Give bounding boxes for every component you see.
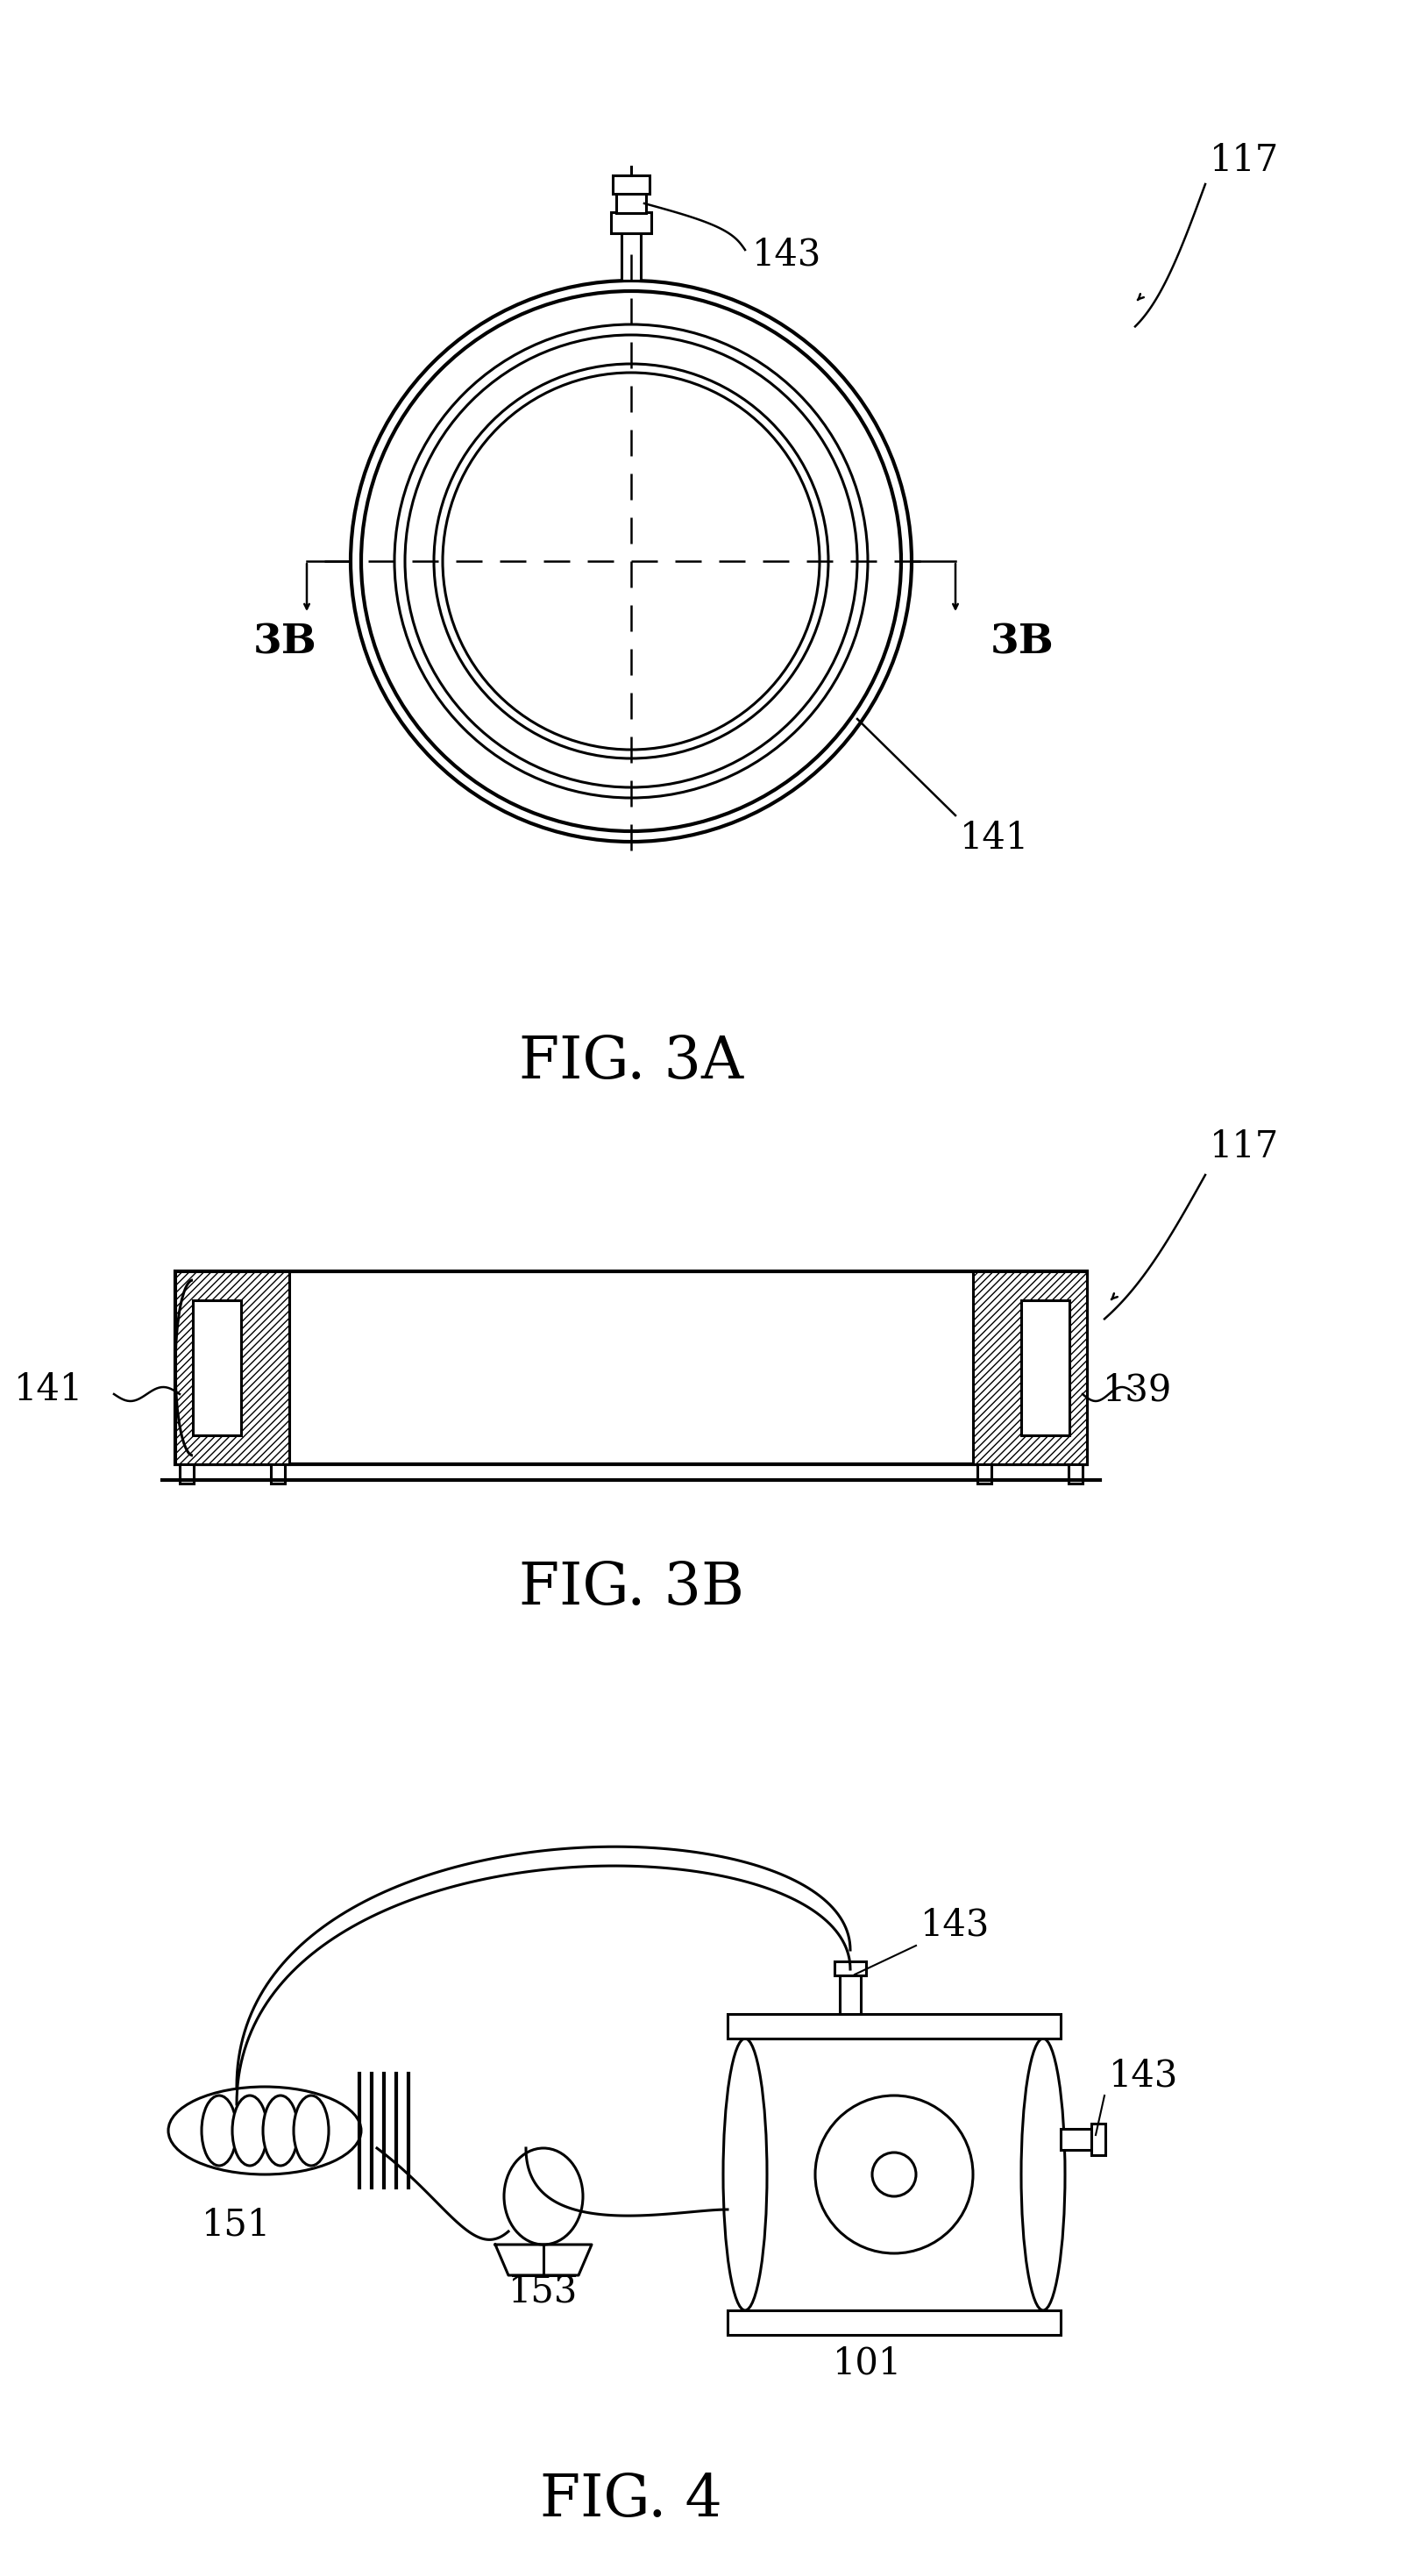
Bar bbox=[180, 1463, 194, 1484]
Bar bbox=[839, 1976, 860, 2014]
Text: 117: 117 bbox=[1209, 142, 1279, 178]
Text: 141: 141 bbox=[960, 819, 1029, 858]
Ellipse shape bbox=[263, 2094, 298, 2166]
Bar bbox=[1091, 2123, 1105, 2156]
Bar bbox=[727, 2311, 1060, 2334]
Bar bbox=[745, 2038, 1043, 2311]
Text: 143: 143 bbox=[921, 1906, 990, 1942]
Bar bbox=[176, 1273, 290, 1463]
Text: 141: 141 bbox=[14, 1370, 83, 1409]
Ellipse shape bbox=[1021, 2038, 1064, 2311]
Text: 3B: 3B bbox=[253, 621, 316, 662]
Bar bbox=[616, 193, 645, 214]
Text: 153: 153 bbox=[509, 2272, 578, 2311]
Text: 3B: 3B bbox=[990, 621, 1054, 662]
Text: 139: 139 bbox=[1102, 1370, 1173, 1409]
Bar bbox=[176, 1273, 1087, 1463]
Bar bbox=[612, 211, 651, 234]
Text: 143: 143 bbox=[1109, 2058, 1178, 2094]
Ellipse shape bbox=[723, 2038, 768, 2311]
Bar bbox=[977, 1463, 991, 1484]
Ellipse shape bbox=[232, 2094, 267, 2166]
Text: FIG. 3B: FIG. 3B bbox=[519, 1558, 744, 1618]
Bar bbox=[613, 175, 650, 193]
Bar bbox=[193, 1301, 240, 1435]
Bar bbox=[1069, 1463, 1083, 1484]
Bar bbox=[621, 232, 641, 281]
Bar bbox=[727, 2014, 1060, 2038]
Ellipse shape bbox=[294, 2094, 329, 2166]
Bar bbox=[271, 1463, 285, 1484]
Bar bbox=[1060, 2128, 1091, 2151]
Bar bbox=[1021, 1301, 1070, 1435]
Ellipse shape bbox=[503, 2148, 583, 2244]
Text: 151: 151 bbox=[202, 2208, 271, 2244]
Bar bbox=[973, 1273, 1087, 1463]
Text: FIG. 3A: FIG. 3A bbox=[519, 1033, 744, 1090]
Ellipse shape bbox=[201, 2094, 236, 2166]
Text: 101: 101 bbox=[834, 2344, 903, 2383]
Bar bbox=[835, 1960, 866, 1976]
Text: FIG. 4: FIG. 4 bbox=[540, 2470, 723, 2530]
Text: 117: 117 bbox=[1209, 1128, 1279, 1164]
Text: 143: 143 bbox=[752, 237, 821, 273]
